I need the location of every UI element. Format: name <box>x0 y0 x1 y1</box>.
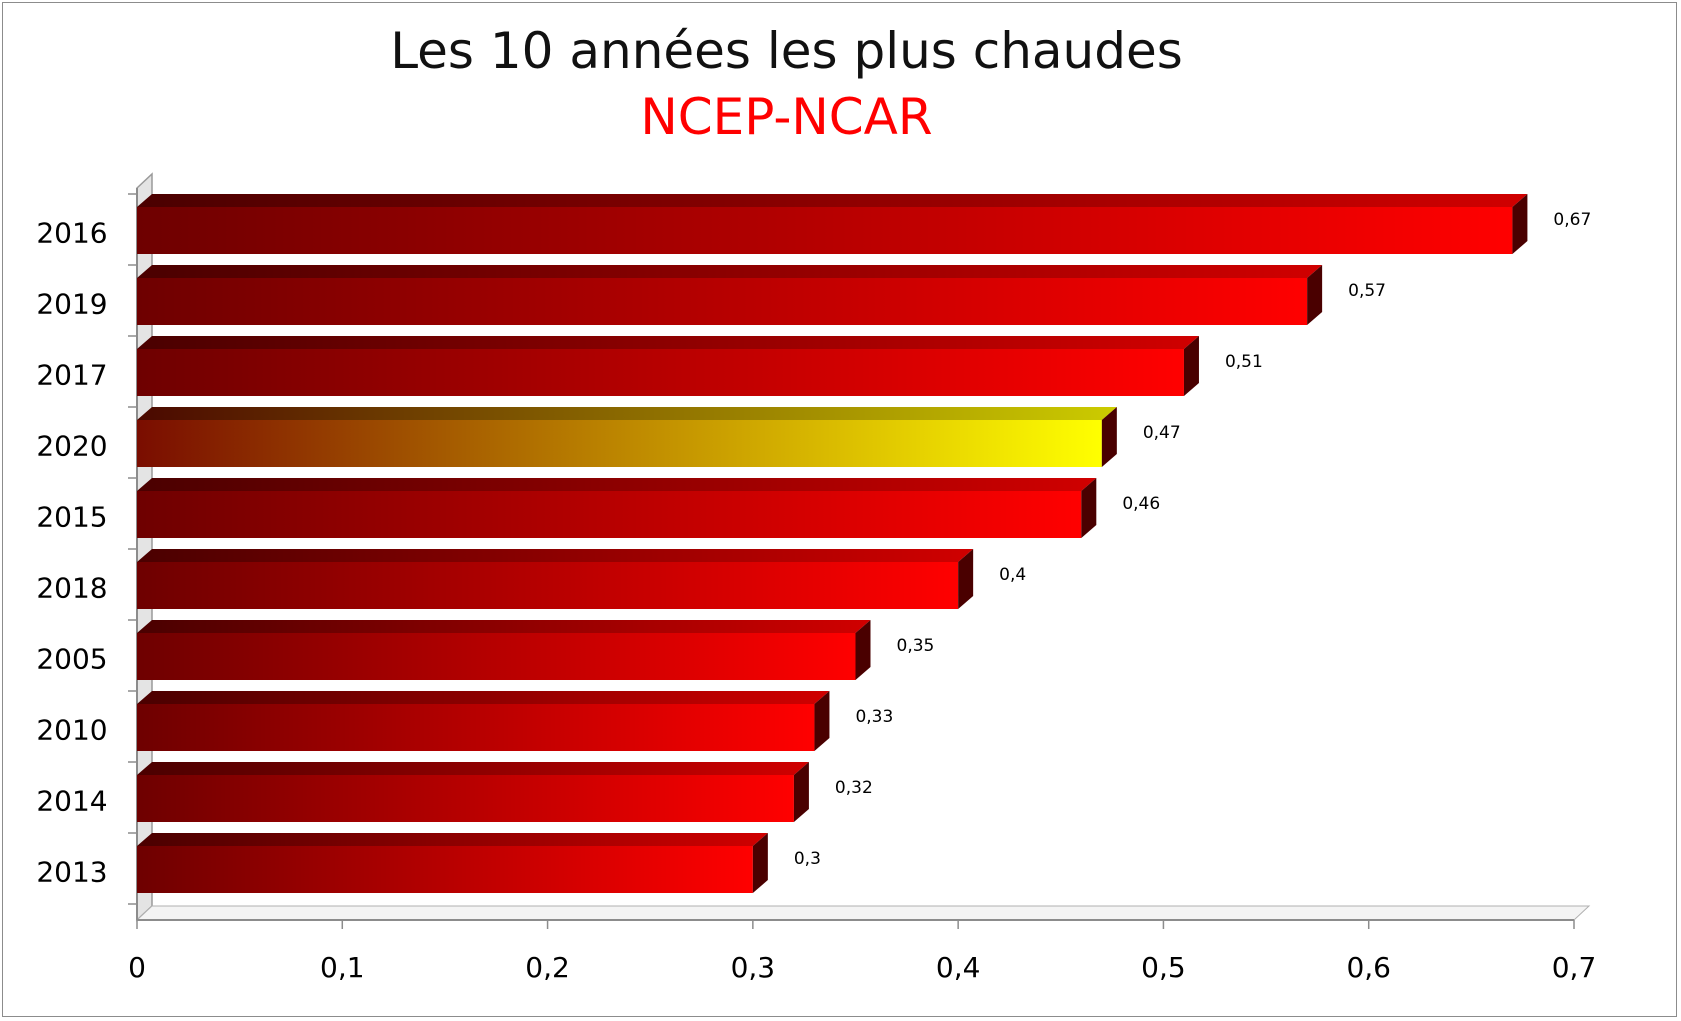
data-label-2015: 0,46 <box>1122 494 1160 514</box>
labels: 0 0,1 0,2 0,3 0,4 0,5 0,6 0,7 2016 0,67 2019 0,57 20… <box>36 210 1596 984</box>
category-label-2015: 2015 <box>36 501 107 534</box>
bar-front-face <box>137 491 1082 538</box>
x-tick-label: 0,7 <box>1552 951 1597 984</box>
category-label-2005: 2005 <box>36 643 107 676</box>
bar-top-face <box>137 194 1528 207</box>
category-label-2014: 2014 <box>36 785 107 818</box>
category-label-2018: 2018 <box>36 572 107 605</box>
bar-front-face <box>137 278 1308 325</box>
bar-top-face <box>137 407 1117 420</box>
x-tick-label: 0 <box>128 951 146 984</box>
x-tick-label: 0,1 <box>320 951 365 984</box>
bar-2018 <box>137 549 974 609</box>
bar-top-face <box>137 833 768 846</box>
bar-front-face <box>137 704 815 751</box>
bar-side-face <box>1307 265 1323 325</box>
bar-2013 <box>137 833 768 893</box>
bar-top-face <box>137 336 1199 349</box>
category-label-2019: 2019 <box>36 288 107 321</box>
bar-2020 <box>137 407 1117 467</box>
bar-top-face <box>137 762 809 775</box>
bar-2010 <box>137 691 830 751</box>
bar-front-face <box>137 633 856 680</box>
bar-2015 <box>137 478 1097 538</box>
data-label-2018: 0,4 <box>999 565 1026 585</box>
category-label-2010: 2010 <box>36 714 107 747</box>
category-label-2017: 2017 <box>36 359 107 392</box>
x-tick-label: 0,6 <box>1346 951 1391 984</box>
data-label-2013: 0,3 <box>794 849 821 869</box>
bar-side-face <box>752 833 768 893</box>
bar-front-face <box>137 775 794 822</box>
bar-top-face <box>137 265 1323 278</box>
bar-top-face <box>137 478 1097 491</box>
category-label-2020: 2020 <box>36 430 107 463</box>
x-tick-label: 0,2 <box>525 951 570 984</box>
bar-front-face <box>137 420 1102 467</box>
data-label-2005: 0,35 <box>897 636 935 656</box>
bar-2016 <box>137 194 1528 254</box>
bar-side-face <box>958 549 974 609</box>
bar-top-face <box>137 549 974 562</box>
bar-2017 <box>137 336 1199 396</box>
chart-title: Les 10 années les plus chaudes <box>390 22 1183 80</box>
x-tick-label: 0,5 <box>1141 951 1186 984</box>
bars <box>137 194 1528 893</box>
bar-side-face <box>1101 407 1117 467</box>
bar-side-face <box>855 620 871 680</box>
bar-side-face <box>1081 478 1097 538</box>
data-label-2017: 0,51 <box>1225 352 1263 372</box>
data-label-2010: 0,33 <box>855 707 893 727</box>
data-label-2019: 0,57 <box>1348 281 1386 301</box>
category-label-2013: 2013 <box>36 856 107 889</box>
bar-2019 <box>137 265 1323 325</box>
bar-side-face <box>793 762 809 822</box>
data-label-2020: 0,47 <box>1143 423 1181 443</box>
bar-top-face <box>137 691 830 704</box>
category-label-2016: 2016 <box>36 217 107 250</box>
chart-floor <box>135 905 1591 921</box>
x-tick-label: 0,3 <box>731 951 776 984</box>
bar-front-face <box>137 846 753 893</box>
chart-subtitle: NCEP-NCAR <box>640 88 933 146</box>
bar-side-face <box>1512 194 1528 254</box>
bar-2005 <box>137 620 871 680</box>
bar-front-face <box>137 562 959 609</box>
x-tick-label: 0,4 <box>936 951 981 984</box>
bar-front-face <box>137 349 1184 396</box>
data-label-2014: 0,32 <box>835 778 873 798</box>
bar-side-face <box>814 691 830 751</box>
bar-side-face <box>1183 336 1199 396</box>
data-label-2016: 0,67 <box>1553 210 1591 230</box>
bar-front-face <box>137 207 1513 254</box>
bar-2014 <box>137 762 809 822</box>
bar-top-face <box>137 620 871 633</box>
